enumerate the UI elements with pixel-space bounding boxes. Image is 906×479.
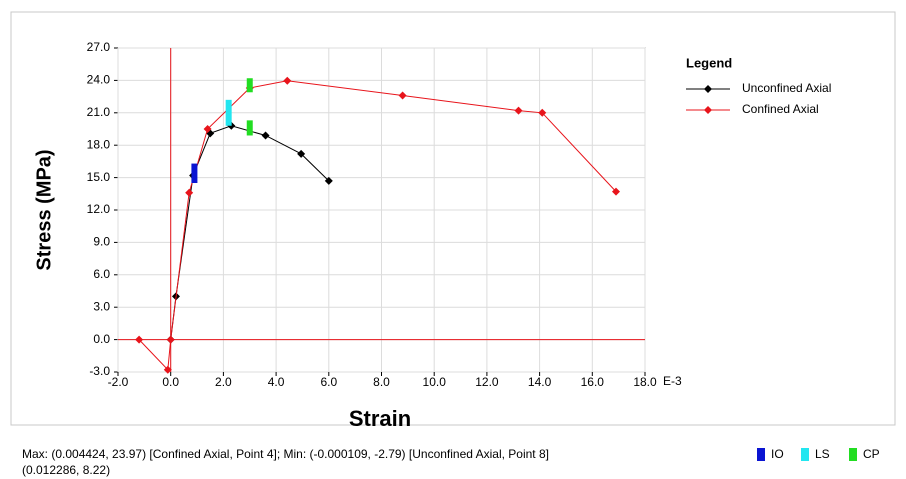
data-point: [612, 187, 621, 196]
legend-title: Legend: [686, 55, 732, 70]
level-label: IO: [771, 447, 784, 461]
x-tick-label: 6.0: [320, 375, 337, 389]
y-tick-label: 6.0: [93, 267, 110, 281]
y-tick-label: 18.0: [87, 137, 111, 151]
performance-bar: [246, 120, 253, 136]
legend-label: Confined Axial: [742, 102, 819, 116]
legend-marker: [704, 85, 712, 93]
data-point: [324, 176, 333, 185]
y-tick-label: 12.0: [87, 202, 111, 216]
x-axis-unit: E-3: [663, 374, 682, 388]
x-tick-label: 10.0: [423, 375, 447, 389]
performance-bar: [191, 163, 198, 183]
data-point: [514, 106, 523, 115]
y-tick-label: 3.0: [93, 299, 110, 313]
x-tick-label: 18.0: [633, 375, 657, 389]
level-swatch: [757, 448, 765, 461]
data-point: [163, 365, 172, 374]
x-axis-label: Strain: [349, 406, 411, 431]
legend-box: [672, 48, 872, 372]
cursor-position: (0.012286, 8.22): [22, 463, 110, 477]
x-tick-label: 8.0: [373, 375, 390, 389]
data-point: [538, 108, 547, 117]
performance-bar: [225, 99, 232, 126]
legend-label: Unconfined Axial: [742, 81, 831, 95]
x-tick-label: 0.0: [162, 375, 179, 389]
y-axis-label: Stress (MPa): [33, 149, 55, 270]
y-tick-label: 27.0: [87, 40, 111, 54]
y-tick-label: -3.0: [89, 364, 110, 378]
x-tick-label: 16.0: [581, 375, 605, 389]
data-point: [203, 125, 212, 133]
y-tick-label: 21.0: [87, 105, 111, 119]
x-tick-label: 2.0: [215, 375, 232, 389]
y-tick-label: 15.0: [87, 170, 111, 184]
data-point: [283, 76, 292, 85]
performance-bar: [246, 78, 253, 93]
data-point: [261, 131, 270, 140]
level-label: CP: [863, 447, 880, 461]
y-tick-label: 24.0: [87, 73, 111, 87]
status-line: Max: (0.004424, 23.97) [Confined Axial, …: [22, 447, 549, 461]
x-tick-label: 14.0: [528, 375, 552, 389]
x-tick-label: 4.0: [268, 375, 285, 389]
y-tick-label: 0.0: [93, 332, 110, 346]
level-label: LS: [815, 447, 830, 461]
y-tick-label: 9.0: [93, 235, 110, 249]
x-tick-label: -2.0: [108, 375, 129, 389]
level-swatch: [849, 448, 857, 461]
data-point: [398, 91, 407, 100]
data-point: [185, 188, 194, 197]
level-swatch: [801, 448, 809, 461]
data-point: [166, 335, 175, 344]
data-point: [135, 335, 144, 344]
data-point: [297, 149, 306, 158]
x-tick-label: 12.0: [475, 375, 499, 389]
legend-marker: [704, 106, 712, 114]
